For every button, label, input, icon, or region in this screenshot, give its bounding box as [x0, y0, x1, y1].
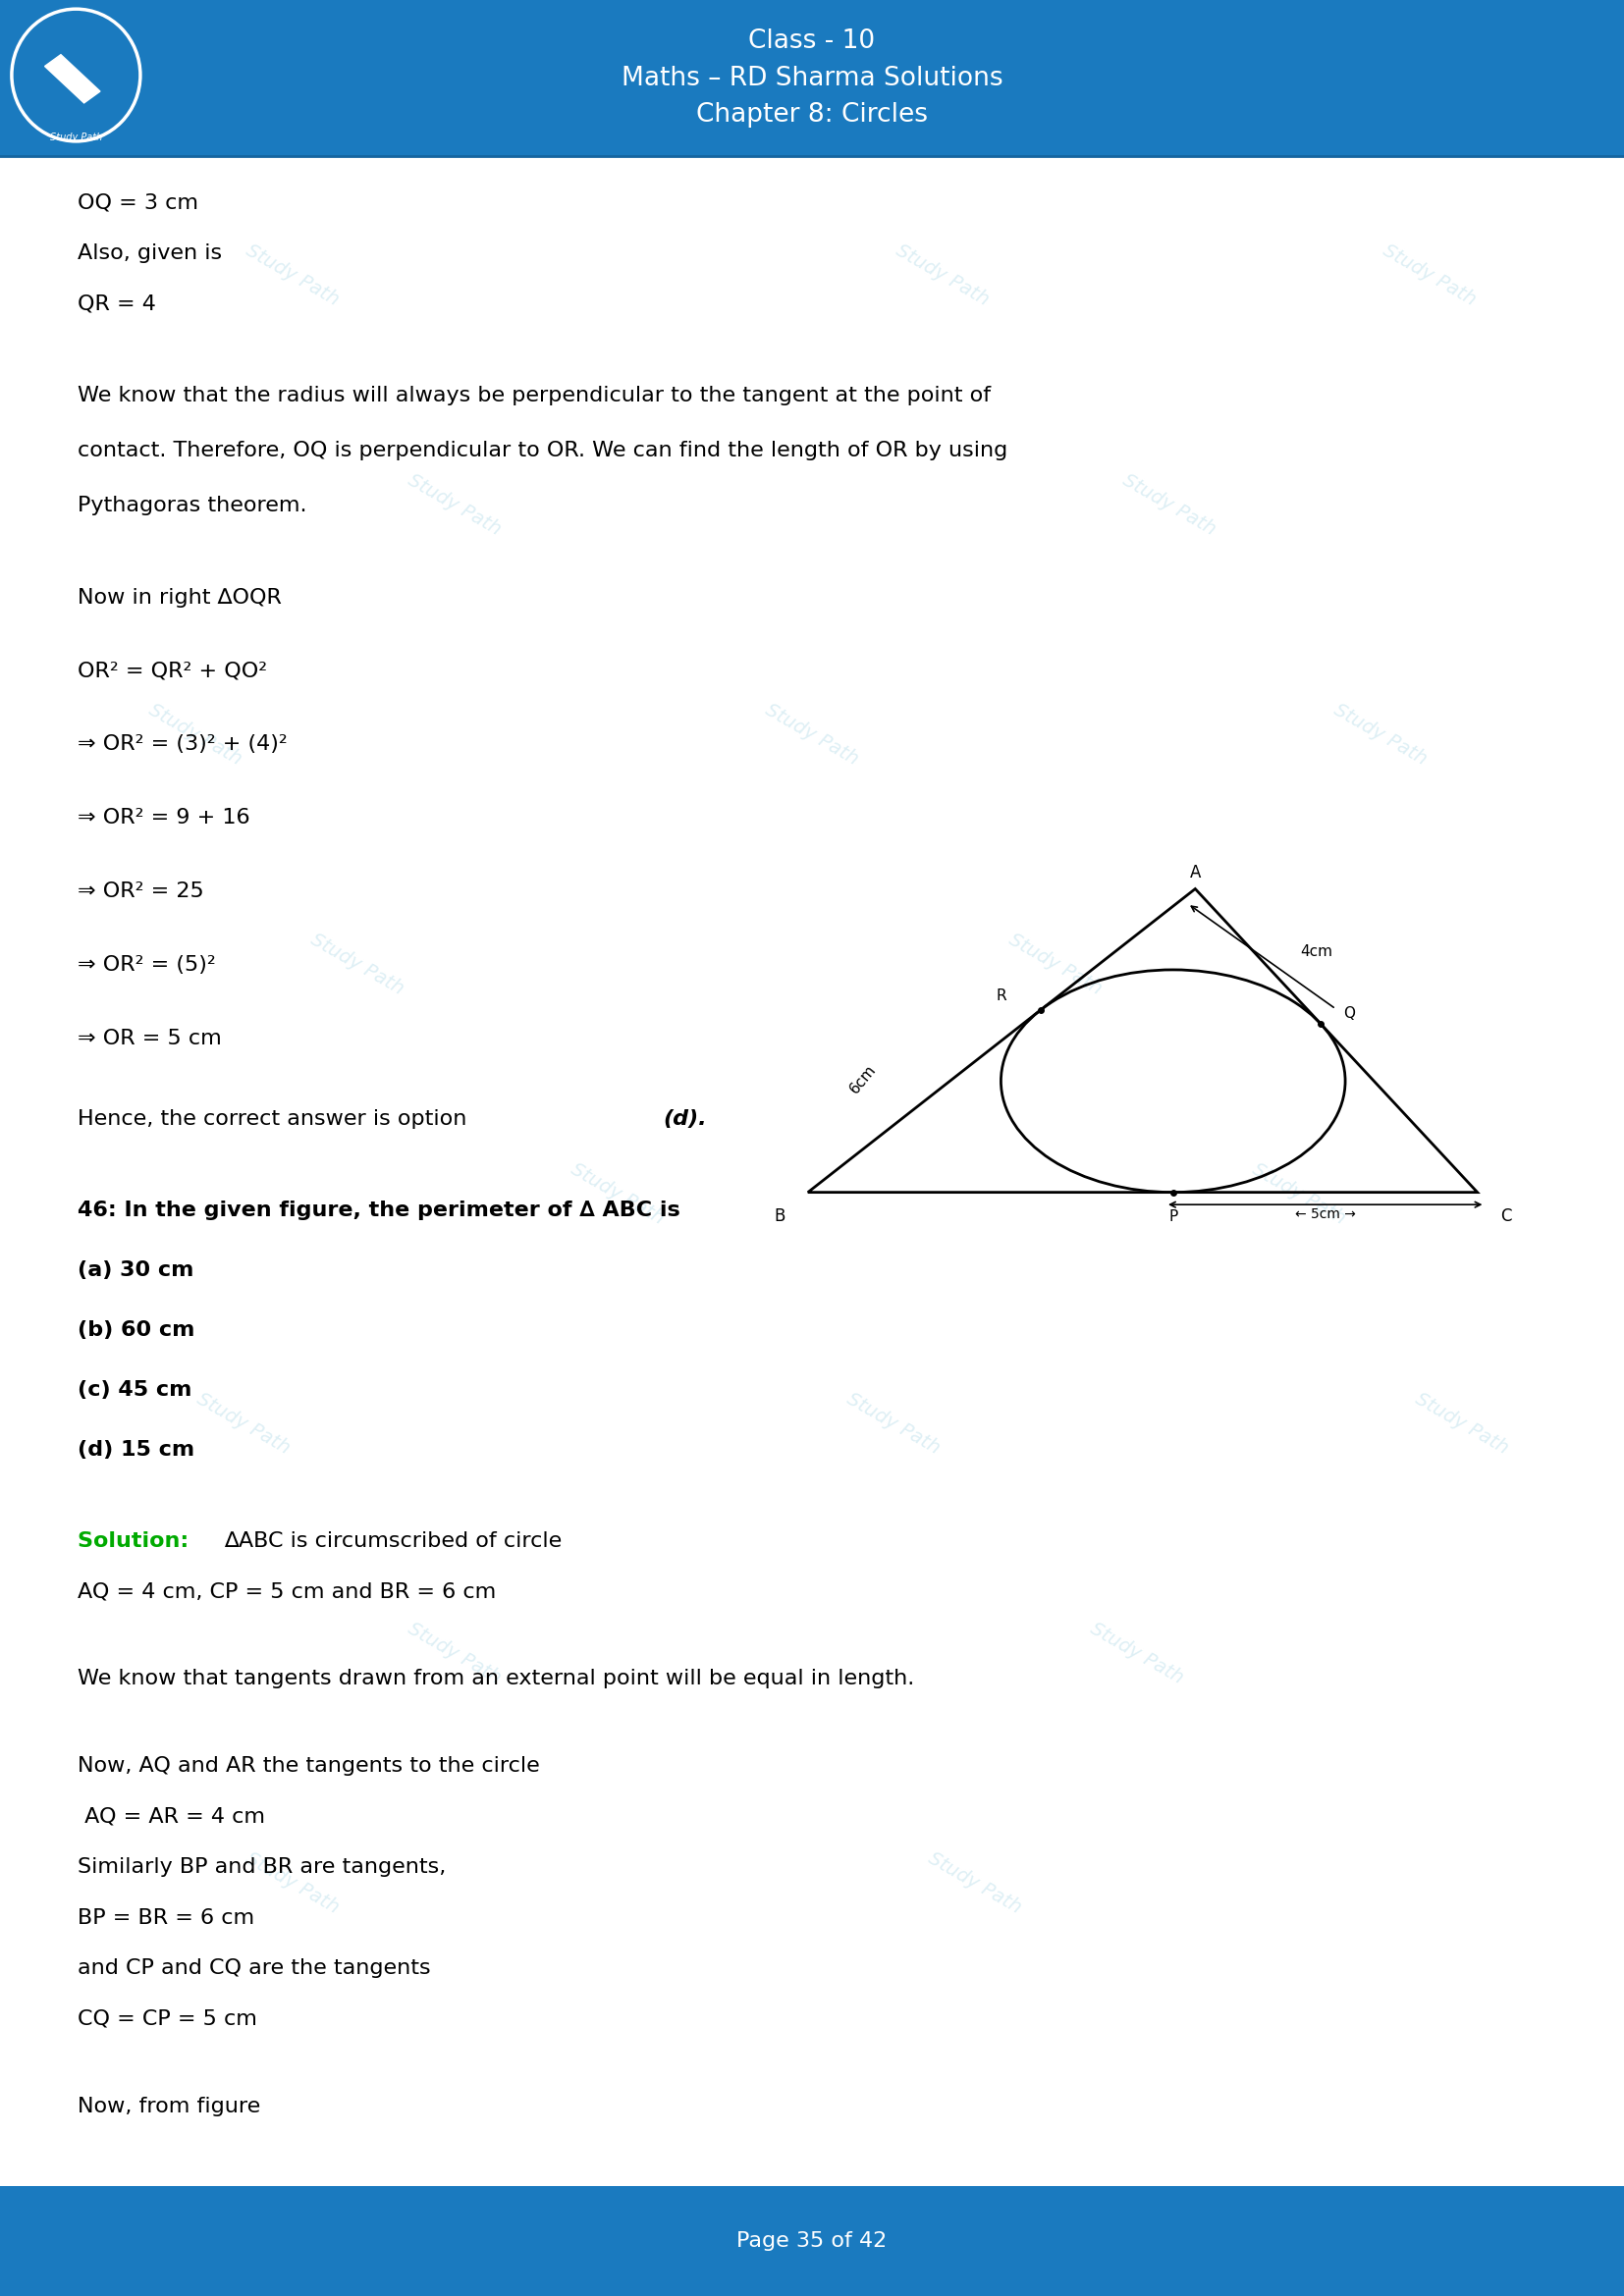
Text: QR = 4: QR = 4	[78, 294, 156, 315]
Text: Study Path: Study Path	[193, 1389, 294, 1458]
Text: Study Path: Study Path	[50, 133, 102, 142]
Text: We know that tangents drawn from an external point will be equal in length.: We know that tangents drawn from an exte…	[78, 1669, 914, 1690]
Text: ⇒ OR² = (3)² + (4)²: ⇒ OR² = (3)² + (4)²	[78, 735, 287, 755]
Text: Page 35 of 42: Page 35 of 42	[737, 2232, 887, 2250]
Text: 6cm: 6cm	[848, 1061, 879, 1097]
Text: Solution:: Solution:	[78, 1531, 197, 1552]
Text: BP = BR = 6 cm: BP = BR = 6 cm	[78, 1908, 255, 1929]
Text: contact. Therefore, OQ is perpendicular to OR. We can find the length of OR by u: contact. Therefore, OQ is perpendicular …	[78, 441, 1009, 461]
Text: 46: In the given figure, the perimeter of ∆ ABC is: 46: In the given figure, the perimeter o…	[78, 1201, 680, 1221]
Text: Chapter 8: Circles: Chapter 8: Circles	[697, 101, 927, 129]
Text: Study Path: Study Path	[404, 471, 505, 540]
Text: ⇒ OR² = 25: ⇒ OR² = 25	[78, 882, 205, 902]
Text: Study Path: Study Path	[1005, 930, 1106, 999]
Text: We know that the radius will always be perpendicular to the tangent at the point: We know that the radius will always be p…	[78, 386, 991, 406]
Text: Now, AQ and AR the tangents to the circle: Now, AQ and AR the tangents to the circl…	[78, 1756, 541, 1777]
Text: Study Path: Study Path	[242, 241, 343, 310]
Text: (b) 60 cm: (b) 60 cm	[78, 1320, 195, 1341]
Text: (c) 45 cm: (c) 45 cm	[78, 1380, 192, 1401]
Text: Study Path: Study Path	[567, 1159, 667, 1228]
Text: OR² = QR² + QO²: OR² = QR² + QO²	[78, 661, 268, 682]
Text: Now, from figure: Now, from figure	[78, 2096, 261, 2117]
Text: Study Path: Study Path	[404, 1619, 505, 1688]
Text: ⇒ OR = 5 cm: ⇒ OR = 5 cm	[78, 1029, 222, 1049]
Text: Study Path: Study Path	[1249, 1159, 1350, 1228]
Text: (d) 15 cm: (d) 15 cm	[78, 1440, 195, 1460]
Text: Hence, the correct answer is option: Hence, the correct answer is option	[78, 1109, 474, 1130]
Text: AQ = 4 cm, CP = 5 cm and BR = 6 cm: AQ = 4 cm, CP = 5 cm and BR = 6 cm	[78, 1582, 497, 1603]
Bar	[0, 2186, 1624, 2296]
Text: OQ = 3 cm: OQ = 3 cm	[78, 193, 198, 214]
Text: Study Path: Study Path	[924, 1848, 1025, 1917]
Text: Study Path: Study Path	[1119, 471, 1220, 540]
Text: Study Path: Study Path	[1379, 241, 1479, 310]
Text: ∆ABC is circumscribed of circle: ∆ABC is circumscribed of circle	[224, 1531, 562, 1552]
Text: CQ = CP = 5 cm: CQ = CP = 5 cm	[78, 2009, 258, 2030]
Text: ⇒ OR² = (5)²: ⇒ OR² = (5)²	[78, 955, 216, 976]
Text: Study Path: Study Path	[762, 700, 862, 769]
Text: Also, given is: Also, given is	[78, 243, 222, 264]
Text: Study Path: Study Path	[307, 930, 408, 999]
Text: Study Path: Study Path	[1330, 700, 1431, 769]
Text: (d).: (d).	[663, 1109, 706, 1130]
Text: ← 5cm →: ← 5cm →	[1294, 1208, 1356, 1221]
Text: Now in right ∆OQR: Now in right ∆OQR	[78, 588, 283, 608]
Text: A: A	[1190, 863, 1200, 882]
Text: Study Path: Study Path	[145, 700, 245, 769]
Text: P: P	[1169, 1210, 1177, 1224]
Text: Study Path: Study Path	[892, 241, 992, 310]
Text: ⇒ OR² = 9 + 16: ⇒ OR² = 9 + 16	[78, 808, 250, 829]
Text: and CP and CQ are the tangents: and CP and CQ are the tangents	[78, 1958, 430, 1979]
Bar	[0, 0, 1624, 156]
Text: Study Path: Study Path	[1411, 1389, 1512, 1458]
Text: C: C	[1501, 1208, 1512, 1224]
Text: Study Path: Study Path	[843, 1389, 944, 1458]
Text: Similarly BP and BR are tangents,: Similarly BP and BR are tangents,	[78, 1857, 447, 1878]
Text: Q: Q	[1343, 1006, 1356, 1022]
Text: Pythagoras theorem.: Pythagoras theorem.	[78, 496, 307, 517]
FancyArrow shape	[45, 55, 101, 103]
Text: (a) 30 cm: (a) 30 cm	[78, 1261, 195, 1281]
Text: R: R	[996, 987, 1005, 1003]
Text: Study Path: Study Path	[242, 1848, 343, 1917]
Text: 4cm: 4cm	[1299, 944, 1332, 960]
Text: Class - 10: Class - 10	[749, 28, 875, 55]
Text: Maths – RD Sharma Solutions: Maths – RD Sharma Solutions	[622, 64, 1002, 92]
Text: Study Path: Study Path	[1086, 1619, 1187, 1688]
Text: B: B	[775, 1208, 784, 1224]
Text: AQ = AR = 4 cm: AQ = AR = 4 cm	[78, 1807, 265, 1828]
